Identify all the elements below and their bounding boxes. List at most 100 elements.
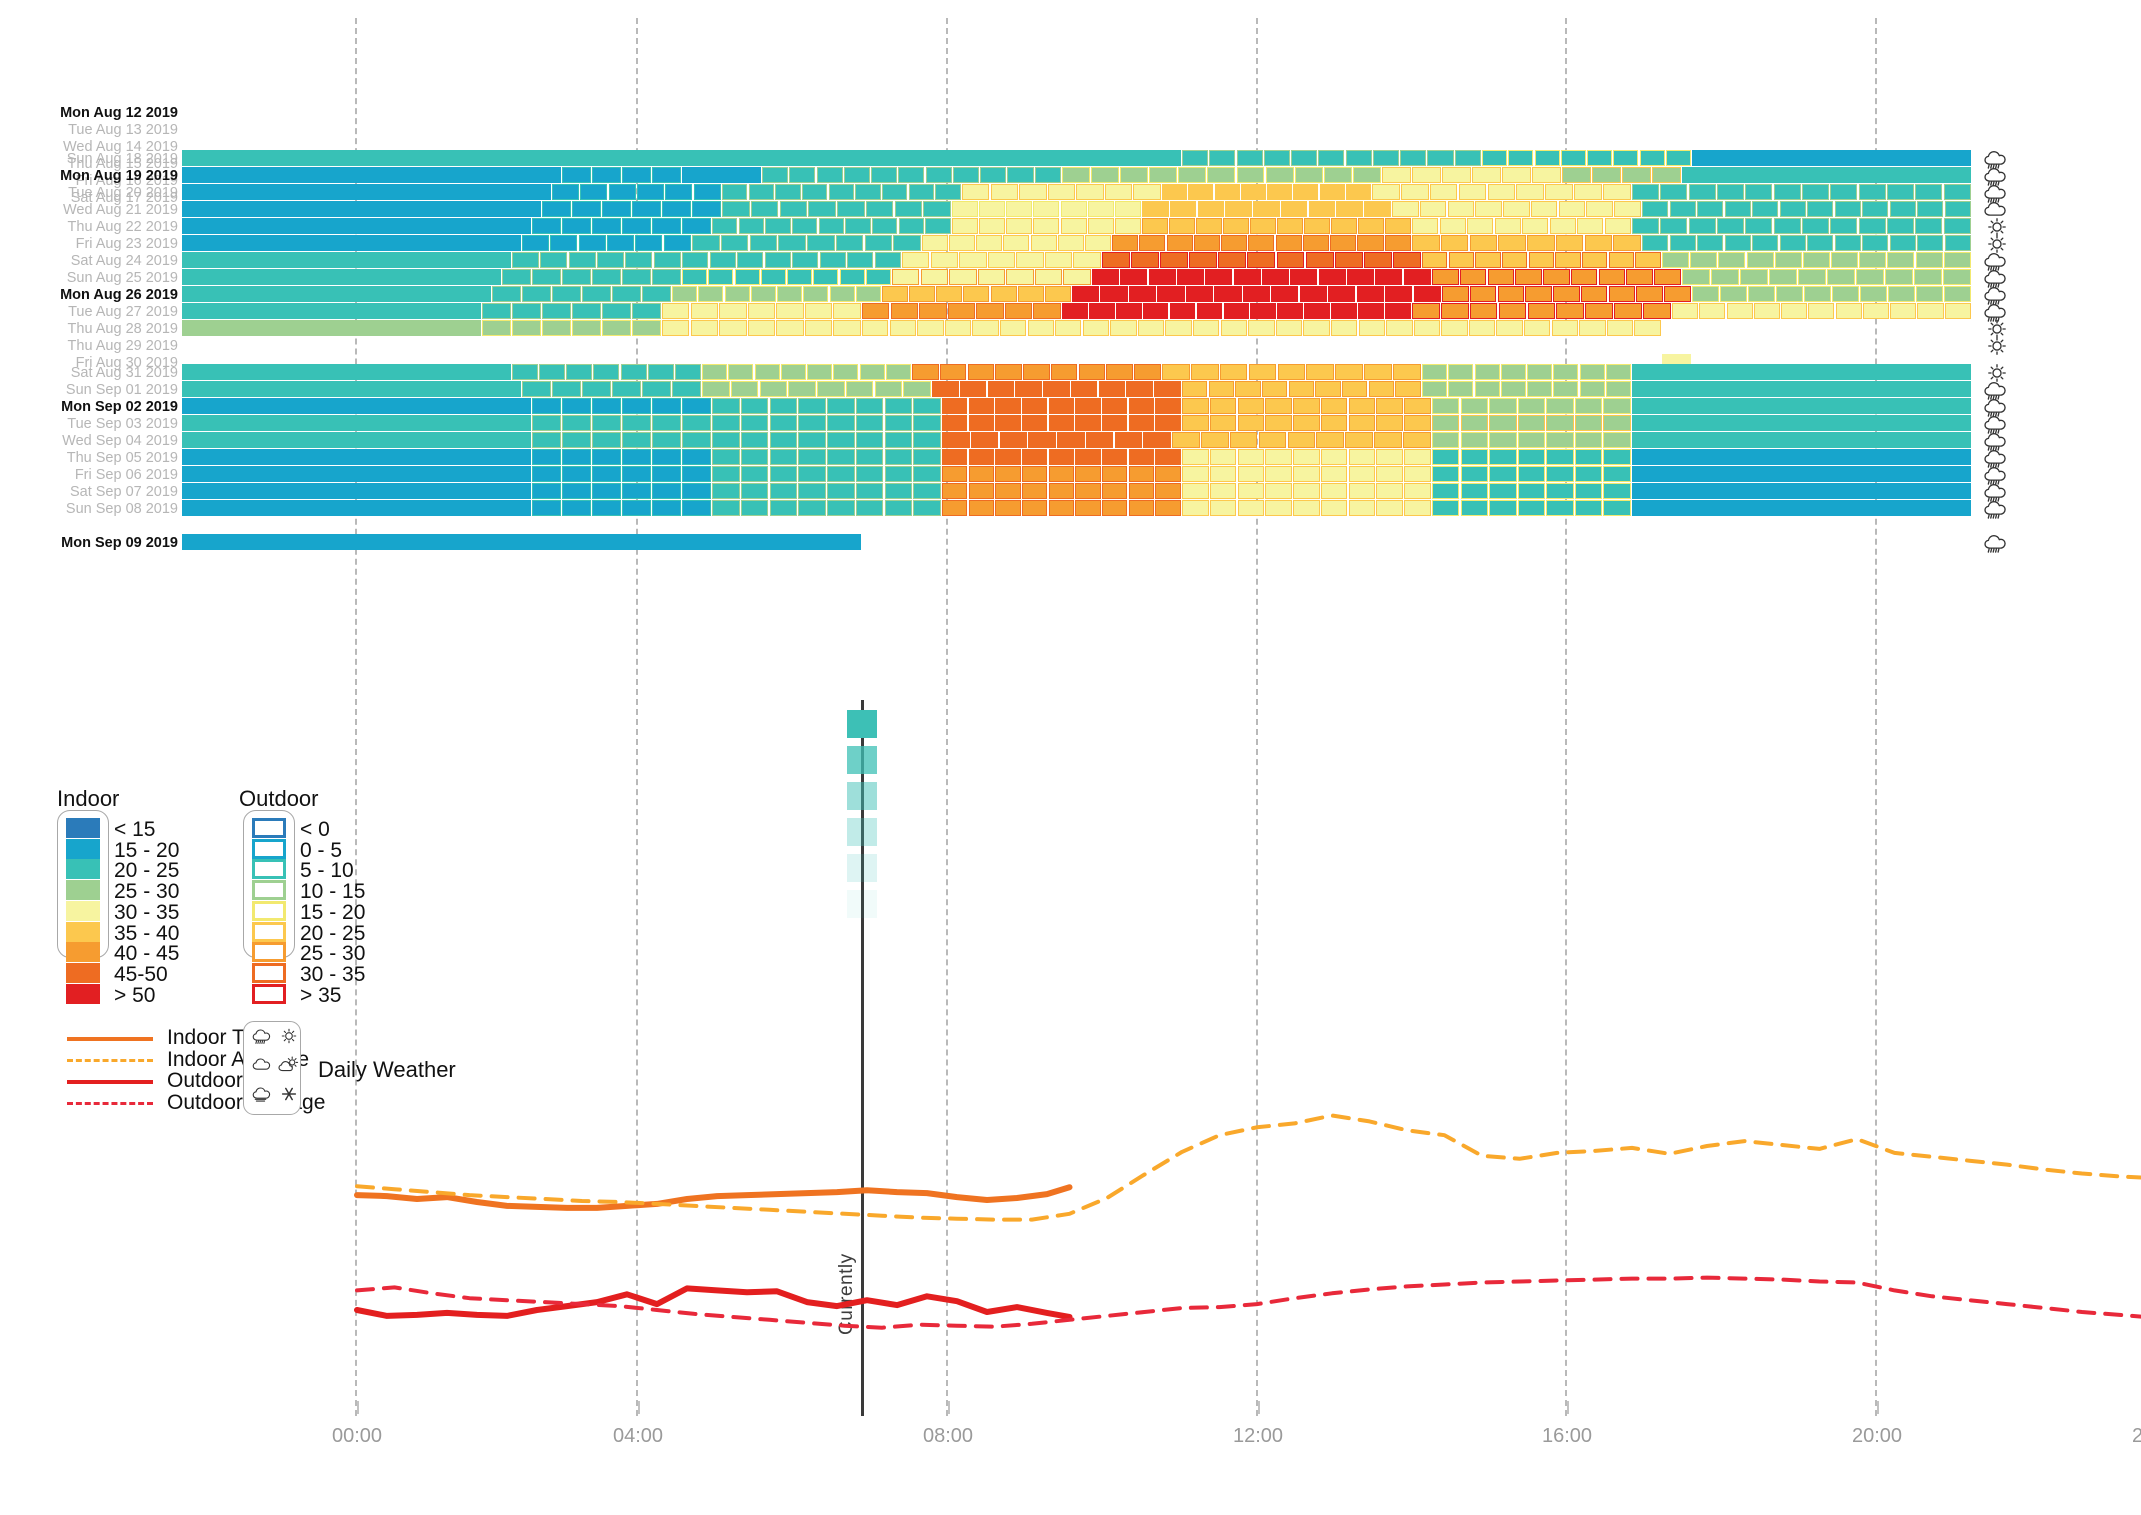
heatmap-cell[interactable] (882, 184, 908, 200)
heatmap-cell[interactable] (632, 201, 661, 217)
heatmap-cell[interactable] (874, 252, 901, 268)
heatmap-cell[interactable] (1632, 364, 1971, 380)
heatmap-cell[interactable] (1395, 381, 1421, 397)
heatmap-cell[interactable] (999, 432, 1028, 448)
heatmap-cell[interactable] (682, 269, 708, 285)
heatmap-cell[interactable] (709, 252, 736, 268)
heatmap-cell[interactable] (1214, 184, 1240, 200)
heatmap-cell[interactable] (1022, 466, 1048, 482)
heatmap-cell[interactable] (1328, 286, 1356, 302)
heatmap-cell[interactable] (1885, 269, 1913, 285)
heatmap-cell[interactable] (1352, 167, 1381, 183)
heatmap-cell[interactable] (827, 432, 855, 448)
heatmap-cell[interactable] (1265, 415, 1292, 431)
heatmap-cell[interactable] (1459, 269, 1487, 285)
heatmap-cell[interactable] (1392, 201, 1419, 217)
heatmap-cell[interactable] (1177, 269, 1205, 285)
heatmap-cell[interactable] (976, 303, 1004, 319)
heatmap-cell[interactable] (1155, 415, 1181, 431)
heatmap-cell[interactable] (962, 184, 990, 200)
heatmap-cell[interactable] (1592, 167, 1621, 183)
heatmap-cell[interactable] (652, 167, 681, 183)
heatmap-cell[interactable] (1250, 303, 1277, 319)
heatmap-cell[interactable] (1831, 252, 1859, 268)
heatmap-cell[interactable] (1209, 483, 1237, 499)
heatmap-cell[interactable] (1574, 432, 1603, 448)
heatmap-cell[interactable] (1033, 201, 1060, 217)
heatmap-cell[interactable] (833, 364, 859, 380)
heatmap-cell[interactable] (884, 500, 913, 516)
heatmap-cell[interactable] (1500, 381, 1526, 397)
date-label[interactable]: Mon Aug 26 2019 (60, 287, 178, 303)
heatmap-cell[interactable] (977, 269, 1006, 285)
date-label[interactable]: Fri Aug 23 2019 (75, 236, 178, 252)
heatmap-cell[interactable] (1555, 235, 1584, 251)
heatmap-cell[interactable] (1364, 201, 1391, 217)
heatmap-cell[interactable] (592, 167, 621, 183)
heatmap-cell[interactable] (1248, 364, 1277, 380)
heatmap-cell[interactable] (182, 483, 531, 499)
heatmap-cell[interactable] (708, 269, 734, 285)
heatmap-cell[interactable] (562, 449, 591, 465)
heatmap-cell[interactable] (592, 432, 621, 448)
heatmap-cell[interactable] (1632, 381, 1971, 397)
heatmap-cell[interactable] (1558, 201, 1586, 217)
heatmap-cell[interactable] (1460, 466, 1488, 482)
date-label[interactable]: Fri Sep 06 2019 (74, 467, 178, 483)
heatmap-cell[interactable] (968, 466, 995, 482)
heatmap-cell[interactable] (789, 167, 816, 183)
heatmap-cell[interactable] (995, 466, 1021, 482)
heatmap-cell[interactable] (582, 381, 611, 397)
heatmap-cell[interactable] (734, 269, 760, 285)
date-label[interactable]: Sat Sep 07 2019 (69, 484, 178, 500)
heatmap-cell[interactable] (532, 483, 561, 499)
heatmap-cell[interactable] (1862, 235, 1889, 251)
heatmap-cell[interactable] (1348, 483, 1376, 499)
heatmap-cell[interactable] (1048, 449, 1075, 465)
heatmap-cell[interactable] (1562, 167, 1591, 183)
heatmap-cell[interactable] (1688, 184, 1716, 200)
heatmap-cell[interactable] (1218, 252, 1247, 268)
heatmap-cell[interactable] (740, 432, 769, 448)
heatmap-cell[interactable] (568, 252, 596, 268)
heatmap-cell[interactable] (712, 500, 740, 516)
heatmap-cell[interactable] (1720, 286, 1747, 302)
heatmap-cell[interactable] (913, 432, 941, 448)
heatmap-cell[interactable] (1448, 381, 1474, 397)
heatmap-cell[interactable] (1142, 218, 1168, 234)
heatmap-cell[interactable] (622, 449, 651, 465)
heatmap-cell[interactable] (552, 184, 580, 200)
heatmap-cell[interactable] (804, 303, 833, 319)
heatmap-cell[interactable] (942, 415, 968, 431)
heatmap-cell[interactable] (862, 320, 889, 336)
heatmap-cell[interactable] (1185, 286, 1214, 302)
heatmap-cell[interactable] (798, 415, 826, 431)
heatmap-cell[interactable] (682, 252, 709, 268)
heatmap-cell[interactable] (1654, 269, 1681, 285)
heatmap-cell[interactable] (855, 415, 884, 431)
date-label[interactable]: Sat Aug 31 2019 (70, 365, 178, 381)
heatmap-cell[interactable] (1131, 252, 1159, 268)
heatmap-cell[interactable] (728, 364, 754, 380)
heatmap-cell[interactable] (968, 398, 995, 414)
heatmap-cell[interactable] (1553, 286, 1580, 302)
heatmap-cell[interactable] (1468, 320, 1496, 336)
heatmap-cell[interactable] (1422, 252, 1448, 268)
heatmap-cell[interactable] (652, 269, 681, 285)
heatmap-cell[interactable] (653, 252, 681, 268)
heatmap-cell[interactable] (1126, 381, 1153, 397)
heatmap-cell[interactable] (1318, 150, 1345, 166)
heatmap-cell[interactable] (1517, 449, 1546, 465)
heatmap-cell[interactable] (1335, 364, 1364, 380)
heatmap-cell[interactable] (894, 201, 923, 217)
heatmap-cell[interactable] (1603, 184, 1631, 200)
heatmap-cell[interactable] (798, 398, 826, 414)
heatmap-cell[interactable] (532, 466, 561, 482)
heatmap-cell[interactable] (1306, 364, 1335, 380)
heatmap-cell[interactable] (1356, 286, 1384, 302)
heatmap-cell[interactable] (913, 398, 941, 414)
heatmap-cell[interactable] (724, 286, 750, 302)
heatmap-cell[interactable] (1773, 184, 1801, 200)
heatmap-cell[interactable] (855, 184, 881, 200)
heatmap-cell[interactable] (1429, 184, 1458, 200)
